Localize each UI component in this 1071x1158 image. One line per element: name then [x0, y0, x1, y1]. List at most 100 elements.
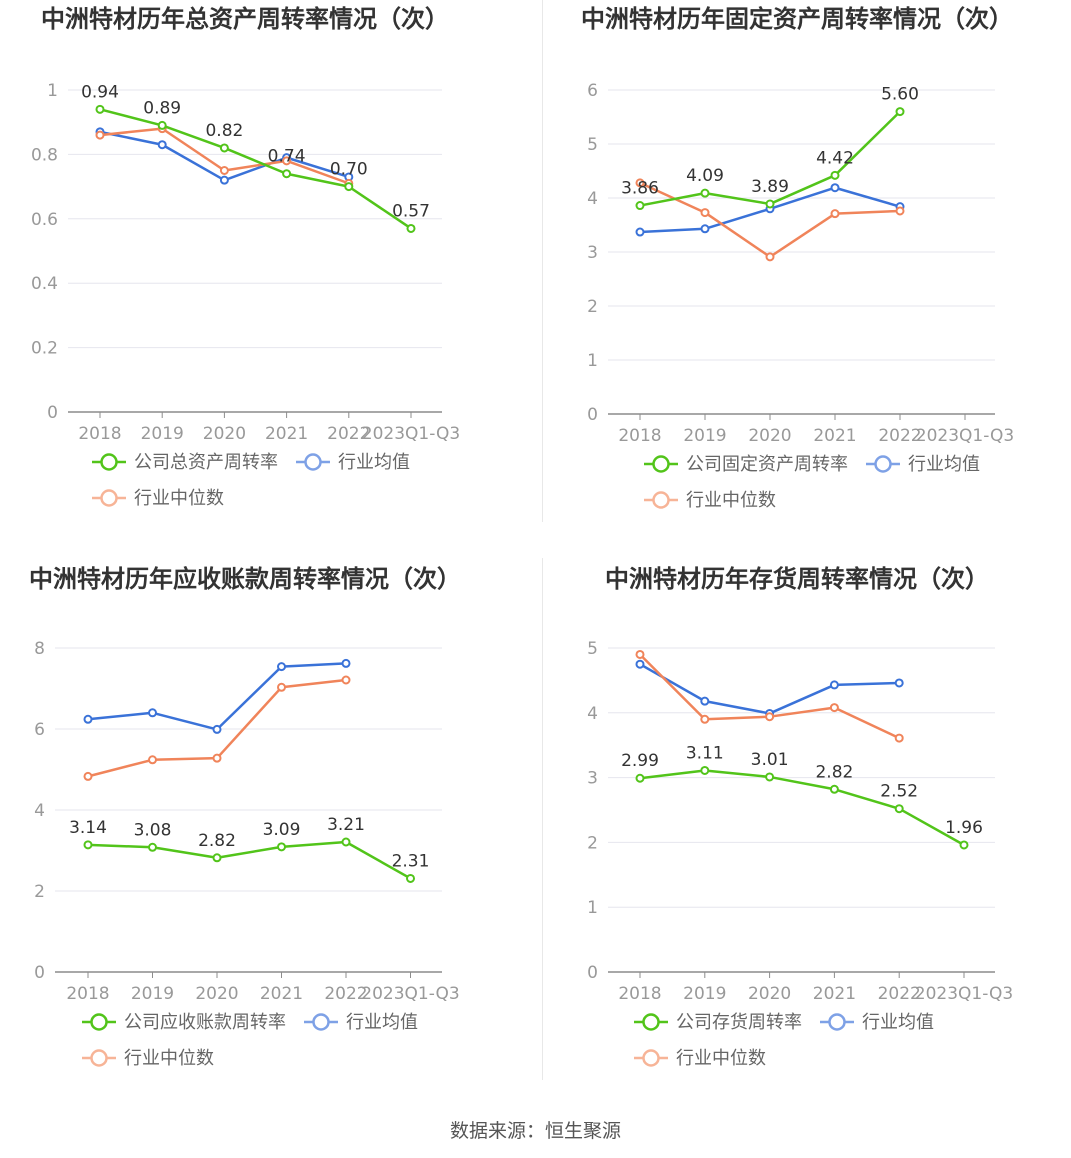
- data-point-company: [282, 169, 292, 179]
- x-tick-label: 2021: [265, 424, 308, 444]
- data-point-median: [830, 209, 840, 219]
- data-point-company: [344, 182, 354, 192]
- data-point-avg: [894, 678, 904, 688]
- data-point-avg: [635, 227, 645, 237]
- data-point-avg: [341, 658, 351, 668]
- panel-divider: [542, 0, 543, 522]
- series-line-avg: [87, 662, 347, 731]
- data-point-company: [700, 188, 710, 198]
- x-tick-label: 2021: [813, 984, 856, 1004]
- legend-item: 行业均值: [296, 452, 410, 473]
- data-label: 2.31: [392, 851, 430, 871]
- legend-marker: [100, 453, 118, 471]
- chart-receivables-turnover: 中洲特材历年应收账款周转率情况（次） 0 2 4 6 8 2018 2019 2020 2021…: [0, 558, 520, 1098]
- data-point-company: [830, 170, 840, 180]
- data-label: 2.52: [880, 782, 918, 802]
- legend-item: 行业中位数: [82, 1048, 214, 1069]
- y-tick-label: 0: [47, 403, 58, 423]
- panel-divider: [542, 558, 543, 1080]
- data-point-company: [635, 201, 645, 211]
- x-tick-label: 2022: [878, 426, 921, 446]
- data-label: 2.82: [815, 762, 853, 782]
- legend-label: 行业中位数: [134, 488, 224, 509]
- chart-title: 中洲特材历年应收账款周转率情况（次）: [29, 565, 461, 593]
- legend-marker: [874, 455, 892, 473]
- chart-fixed-asset-turnover: 中洲特材历年固定资产周转率情况（次） 0 1 2 3 4 5 6 2018 2019 2020 20…: [552, 0, 1071, 540]
- data-point-median: [635, 649, 645, 659]
- data-point-company: [83, 840, 93, 850]
- chart-total-asset-turnover: 中洲特材历年总资产周转率情况（次） 0 0.2 0.4 0.6 0.8 1 2018 2019…: [0, 0, 520, 540]
- data-point-avg: [700, 696, 710, 706]
- legend-item: 公司总资产周转率: [92, 452, 278, 473]
- data-label: 0.57: [392, 201, 430, 221]
- data-point-avg: [829, 680, 839, 690]
- x-tick-label: 2018: [618, 984, 661, 1004]
- chart-title: 中洲特材历年存货周转率情况（次）: [605, 565, 989, 593]
- legend-label: 行业中位数: [686, 490, 776, 511]
- legend-marker: [312, 1013, 330, 1031]
- data-point-avg: [635, 659, 645, 669]
- x-tick-label: 2023Q1-Q3: [916, 426, 1014, 446]
- data-point-median: [219, 166, 229, 175]
- x-tick-label: 2023Q1-Q3: [361, 984, 459, 1004]
- chart-inventory-turnover: 中洲特材历年存货周转率情况（次） 0 1 2 3 4 5 2018 2019 2020 2021 2…: [552, 558, 1071, 1098]
- data-point-company: [700, 765, 710, 775]
- data-point-company: [895, 107, 905, 117]
- legend-marker: [304, 453, 322, 471]
- series-line-median: [639, 653, 900, 740]
- y-tick-label: 4: [587, 704, 598, 724]
- y-tick-label: 2: [587, 297, 598, 317]
- legend-label: 公司固定资产周转率: [686, 454, 848, 475]
- x-tick-label: 2019: [131, 984, 174, 1004]
- y-tick-label: 0: [34, 963, 45, 983]
- data-point-median: [635, 178, 645, 188]
- y-tick-label: 0.6: [31, 210, 58, 230]
- x-tick-label: 2020: [748, 984, 791, 1004]
- legend-label: 公司总资产周转率: [134, 452, 278, 473]
- legend-label: 行业均值: [908, 454, 980, 475]
- data-label: 3.21: [327, 815, 365, 835]
- data-point-avg: [148, 708, 157, 718]
- legend-marker: [652, 455, 670, 473]
- data-label: 2.99: [621, 751, 659, 771]
- y-tick-label: 6: [34, 720, 45, 740]
- data-point-median: [95, 130, 105, 140]
- data-label: 0.82: [205, 121, 243, 141]
- x-tick-label: 2022: [327, 424, 370, 444]
- data-point-company: [341, 837, 351, 847]
- data-label: 3.01: [751, 750, 789, 770]
- data-point-median: [212, 753, 222, 763]
- x-tick-label: 2021: [813, 426, 856, 446]
- data-point-avg: [219, 175, 229, 185]
- legend-label: 公司存货周转率: [676, 1012, 802, 1033]
- data-point-avg: [277, 662, 286, 672]
- data-point-avg: [830, 183, 840, 193]
- data-label: 5.60: [881, 85, 919, 105]
- x-tick-label: 2021: [260, 984, 303, 1004]
- y-tick-label: 3: [587, 243, 598, 263]
- data-point-median: [700, 714, 710, 724]
- y-tick-label: 0: [587, 963, 598, 983]
- data-point-avg: [700, 224, 710, 234]
- data-point-company: [765, 199, 775, 209]
- legend-item: 行业中位数: [92, 488, 224, 509]
- data-label: 0.74: [268, 147, 306, 167]
- data-point-avg: [157, 140, 167, 150]
- legend-item: 公司应收账款周转率: [82, 1012, 286, 1033]
- y-tick-label: 3: [587, 769, 598, 789]
- data-label: 3.11: [686, 743, 724, 763]
- data-point-median: [148, 755, 157, 765]
- y-tick-label: 5: [587, 135, 598, 155]
- legend-label: 行业中位数: [124, 1048, 214, 1069]
- x-tick-label: 2018: [66, 984, 109, 1004]
- legend-marker: [90, 1049, 108, 1067]
- legend-label: 行业中位数: [676, 1048, 766, 1069]
- data-point-company: [219, 143, 229, 153]
- data-point-company: [212, 853, 222, 863]
- legend-marker: [642, 1013, 660, 1031]
- data-label: 4.42: [816, 148, 854, 168]
- legend-item: 公司固定资产周转率: [644, 454, 848, 475]
